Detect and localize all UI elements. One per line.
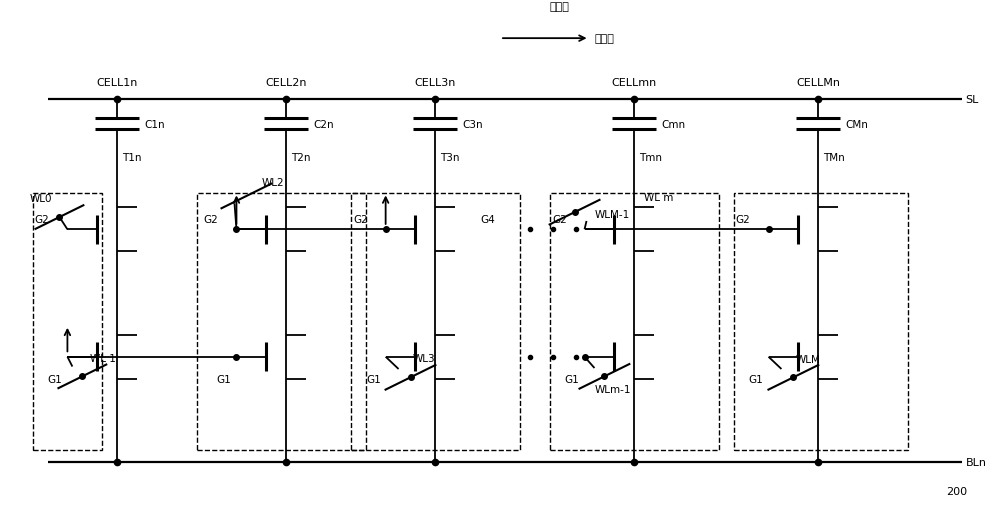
Text: G2: G2: [353, 215, 368, 225]
Text: CELLmn: CELLmn: [612, 78, 657, 88]
Text: WL3: WL3: [412, 353, 435, 363]
Text: CMn: CMn: [845, 120, 868, 130]
Bar: [197, 193, 366, 450]
Text: T3n: T3n: [440, 153, 460, 163]
Text: C1n: C1n: [144, 120, 165, 130]
Text: 行方向: 行方向: [550, 2, 570, 12]
Bar: [550, 193, 719, 450]
Text: Tmn: Tmn: [639, 153, 662, 163]
Text: CELL2n: CELL2n: [265, 78, 307, 88]
Text: WL2: WL2: [261, 178, 284, 188]
Text: C3n: C3n: [462, 120, 483, 130]
Text: CELLMn: CELLMn: [796, 78, 840, 88]
Bar: [734, 193, 908, 450]
Text: CELL1n: CELL1n: [96, 78, 138, 88]
Text: Cmn: Cmn: [661, 120, 685, 130]
Text: WLM: WLM: [795, 354, 820, 364]
Text: G1: G1: [565, 374, 580, 384]
Text: SL: SL: [965, 95, 979, 105]
Text: CELL3n: CELL3n: [415, 78, 456, 88]
Text: WLm-1: WLm-1: [594, 384, 631, 394]
Text: G2: G2: [204, 215, 219, 225]
Text: 200: 200: [946, 487, 967, 496]
Text: G1: G1: [48, 374, 62, 384]
Text: TMn: TMn: [823, 153, 845, 163]
Text: G2: G2: [35, 215, 50, 225]
Text: WL 1: WL 1: [90, 353, 116, 363]
Text: G2: G2: [736, 215, 751, 225]
Text: G4: G4: [480, 215, 495, 225]
Bar: [33, 193, 102, 450]
Text: WL0: WL0: [30, 194, 52, 204]
Text: G1: G1: [749, 374, 764, 384]
Text: T2n: T2n: [291, 153, 311, 163]
Text: BLn: BLn: [965, 457, 986, 467]
Text: T1n: T1n: [122, 153, 142, 163]
Text: G1: G1: [366, 374, 381, 384]
Text: WL m: WL m: [644, 193, 674, 203]
Text: C2n: C2n: [313, 120, 334, 130]
Bar: [351, 193, 520, 450]
Text: G1: G1: [217, 374, 231, 384]
Text: WLM-1: WLM-1: [594, 209, 630, 219]
Text: 列方向: 列方向: [594, 34, 614, 44]
Text: G2: G2: [552, 215, 567, 225]
